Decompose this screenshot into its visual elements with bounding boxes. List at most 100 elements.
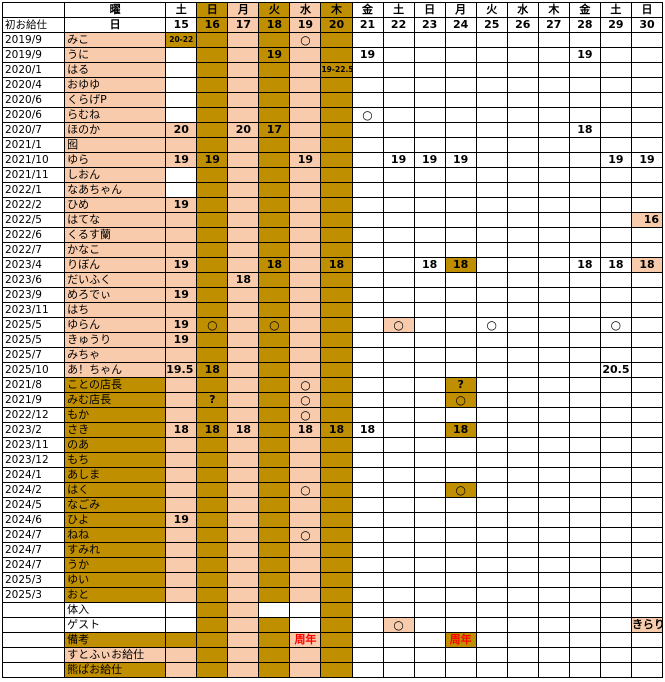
shift-cell — [630, 182, 664, 198]
shift-cell — [444, 242, 477, 258]
shift-cell — [413, 467, 446, 483]
shift-cell — [413, 92, 446, 108]
shift-cell — [227, 407, 260, 423]
weekday-cell: 月 — [444, 2, 477, 18]
shift-cell — [413, 602, 446, 618]
shift-cell — [506, 527, 539, 543]
date-cell: 日 — [64, 17, 167, 33]
shift-cell — [320, 287, 353, 303]
shift-cell — [196, 602, 229, 618]
shift-cell — [444, 317, 477, 333]
shift-cell — [227, 617, 260, 633]
date-cell: 30 — [630, 17, 664, 33]
table-row: 2025/5 きゅうり 19 — [1, 332, 664, 348]
shift-cell — [351, 197, 384, 213]
table-row: 2021/10 ゆら 19 19 19 19 19 19 19 19 — [1, 152, 664, 168]
shift-cell — [413, 182, 446, 198]
shift-cell — [599, 197, 632, 213]
shift-cell — [320, 332, 353, 348]
table-row: すとふぃお給仕 — [1, 647, 664, 663]
shift-cell — [382, 347, 415, 363]
shift-cell: 19 — [165, 152, 198, 168]
shift-cell: 17 — [258, 122, 291, 138]
shift-cell — [630, 422, 664, 438]
shift-cell: 19 — [196, 152, 229, 168]
shift-cell — [289, 662, 322, 678]
staff-name-cell: すみれ — [64, 542, 167, 558]
shift-cell: 18 — [599, 257, 632, 273]
shift-cell — [537, 482, 570, 498]
table-row: 2019/9 うに 19 19 19 — [1, 47, 664, 63]
shift-cell — [320, 107, 353, 123]
shift-cell — [599, 272, 632, 288]
table-row: 2022/7 かなこ — [1, 242, 664, 258]
table-row: 2024/1 あしま — [1, 467, 664, 483]
shift-cell — [258, 467, 291, 483]
shift-cell — [475, 422, 508, 438]
shift-cell — [537, 392, 570, 408]
date-cell: 18 — [258, 17, 291, 33]
shift-cell — [506, 122, 539, 138]
shift-cell: 周年 — [289, 632, 322, 648]
shift-cell — [568, 347, 601, 363]
shift-cell — [444, 197, 477, 213]
shift-cell — [413, 32, 446, 48]
shift-cell — [475, 197, 508, 213]
shift-cell — [475, 632, 508, 648]
shift-cell — [258, 92, 291, 108]
shift-cell — [382, 437, 415, 453]
shift-cell — [568, 272, 601, 288]
shift-cell — [258, 62, 291, 78]
shift-cell — [196, 182, 229, 198]
shift-cell — [351, 122, 384, 138]
shift-cell — [413, 407, 446, 423]
shift-cell: 18 — [630, 257, 664, 273]
table-row: 2023/11 はち — [1, 302, 664, 318]
shift-cell — [196, 647, 229, 663]
shift-cell — [351, 92, 384, 108]
start-date-cell: 2025/5 — [1, 317, 66, 333]
shift-cell — [351, 497, 384, 513]
shift-cell — [599, 122, 632, 138]
shift-cell — [599, 32, 632, 48]
start-date-cell: 2021/8 — [1, 377, 66, 393]
shift-cell — [289, 617, 322, 633]
shift-cell — [537, 287, 570, 303]
shift-cell — [351, 362, 384, 378]
shift-cell — [413, 77, 446, 93]
shift-cell — [289, 572, 322, 588]
table-row: 2025/7 みちゃ — [1, 347, 664, 363]
shift-cell — [630, 137, 664, 153]
shift-cell — [506, 137, 539, 153]
shift-cell — [537, 347, 570, 363]
shift-cell — [475, 302, 508, 318]
shift-cell — [196, 137, 229, 153]
weekday-cell: 日 — [630, 2, 664, 18]
shift-cell — [289, 227, 322, 243]
shift-cell — [413, 212, 446, 228]
shift-cell — [258, 107, 291, 123]
shift-cell — [196, 107, 229, 123]
shift-cell — [351, 632, 384, 648]
shift-cell — [413, 527, 446, 543]
start-date-cell: 2019/9 — [1, 32, 66, 48]
start-date-cell: 2020/6 — [1, 107, 66, 123]
shift-cell — [599, 392, 632, 408]
shift-cell — [537, 617, 570, 633]
table-row: 熊ぱお給仕 — [1, 662, 664, 678]
shift-cell — [475, 137, 508, 153]
shift-cell — [351, 77, 384, 93]
shift-cell — [382, 452, 415, 468]
shift-cell — [444, 332, 477, 348]
shift-cell: 18 — [227, 422, 260, 438]
shift-cell — [444, 437, 477, 453]
shift-cell — [289, 182, 322, 198]
shift-cell: ○ — [382, 317, 415, 333]
shift-cell — [444, 407, 477, 423]
date-cell: 21 — [351, 17, 384, 33]
shift-cell — [506, 167, 539, 183]
shift-cell: 19 — [258, 47, 291, 63]
date-cell: 23 — [413, 17, 446, 33]
shift-cell — [382, 497, 415, 513]
shift-cell — [196, 332, 229, 348]
